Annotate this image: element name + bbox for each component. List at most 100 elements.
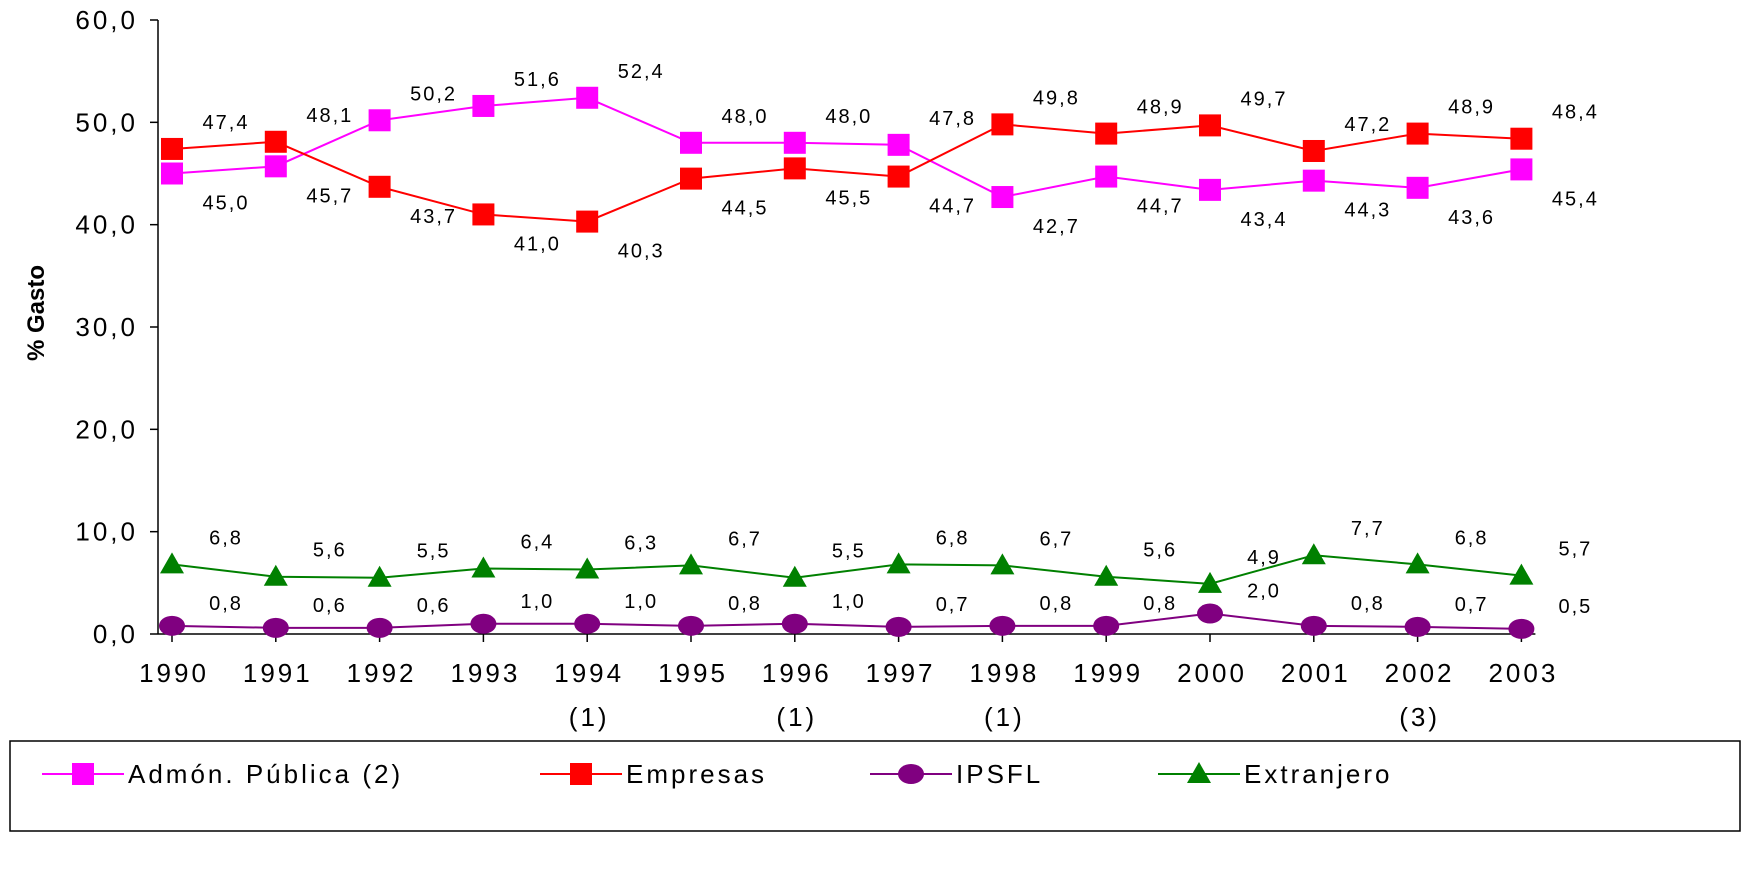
data-point xyxy=(991,186,1014,209)
data-point xyxy=(263,564,288,586)
data-label: 6,8 xyxy=(936,527,970,549)
x-tick-label: 1993 xyxy=(450,658,520,688)
data-point xyxy=(264,155,287,178)
data-point xyxy=(1406,176,1429,199)
data-point xyxy=(781,613,808,634)
data-label: 45,0 xyxy=(203,193,250,215)
data-label: 7,7 xyxy=(1351,518,1385,540)
data-point xyxy=(1404,616,1431,637)
data-point xyxy=(1510,158,1533,181)
legend-marker xyxy=(1187,762,1211,783)
data-point xyxy=(1300,615,1327,636)
series-1 xyxy=(161,113,1533,233)
data-point xyxy=(262,617,289,638)
x-tick-note: (1) xyxy=(984,702,1025,732)
x-tick-label: 1996 xyxy=(762,658,832,688)
y-tick-label: 20,0 xyxy=(75,414,138,444)
data-point xyxy=(1302,139,1325,162)
data-label: 6,8 xyxy=(1455,527,1489,549)
data-label: 43,7 xyxy=(410,206,457,228)
legend-marker xyxy=(898,764,924,784)
data-label: 5,5 xyxy=(832,541,866,563)
data-label: 5,7 xyxy=(1558,539,1592,561)
data-point xyxy=(1508,618,1535,639)
legend-item-0: Admón. Pública (2) xyxy=(42,759,400,789)
data-point xyxy=(783,131,806,154)
legend-item-1: Empresas xyxy=(540,759,767,789)
data-label: 43,6 xyxy=(1448,207,1495,229)
data-label: 49,7 xyxy=(1241,88,1288,110)
data-label: 43,4 xyxy=(1241,209,1288,231)
x-tick-label: 1995 xyxy=(658,658,728,688)
data-label: 48,4 xyxy=(1552,102,1599,124)
data-label: 0,6 xyxy=(313,595,347,617)
data-point xyxy=(576,210,599,233)
data-label: 49,8 xyxy=(1033,87,1080,109)
x-tick-label: 1990 xyxy=(139,658,209,688)
data-point xyxy=(1510,127,1533,150)
data-point xyxy=(368,175,391,198)
data-label: 0,8 xyxy=(1351,593,1385,615)
data-label: 40,3 xyxy=(618,241,665,263)
data-point xyxy=(1406,122,1429,145)
data-labels: 47,4 45,0 6,8 0,8 48,1 45,7 5,6 0,6 50,2 43,7 5,5 0… xyxy=(203,61,1599,618)
x-tick-note: (1) xyxy=(776,702,817,732)
data-label: 44,5 xyxy=(722,198,769,220)
y-tick-label: 60,0 xyxy=(75,5,138,35)
data-point xyxy=(1199,178,1221,201)
data-label: 45,5 xyxy=(825,187,872,209)
data-label: 0,5 xyxy=(1558,596,1592,618)
data-point xyxy=(1094,564,1119,586)
legend: Admón. Pública (2) Empresas IPSFL Extranjer… xyxy=(9,740,1741,832)
data-point xyxy=(1093,615,1120,636)
data-point xyxy=(472,94,495,117)
data-label: 45,4 xyxy=(1552,188,1599,210)
series-line xyxy=(171,554,1522,585)
series-group xyxy=(159,86,1535,639)
y-axis-title: % Gasto xyxy=(23,265,50,361)
x-tick-label: 2003 xyxy=(1488,658,1558,688)
data-point xyxy=(989,615,1016,636)
data-label: 6,3 xyxy=(624,533,658,555)
data-point xyxy=(159,615,185,636)
data-point xyxy=(366,617,393,638)
data-point xyxy=(1095,165,1118,188)
data-point xyxy=(990,553,1015,575)
data-label: 5,6 xyxy=(313,540,347,562)
data-label: 48,0 xyxy=(722,106,769,128)
legend-label: Empresas xyxy=(626,759,767,789)
data-label: 48,9 xyxy=(1137,97,1184,119)
data-point xyxy=(470,613,497,634)
legend-marker xyxy=(72,763,94,785)
data-point xyxy=(471,556,496,578)
data-label: 50,2 xyxy=(410,83,457,105)
data-label: 0,8 xyxy=(209,593,243,615)
y-tick-label: 50,0 xyxy=(75,107,138,137)
data-point xyxy=(1302,169,1325,192)
x-tick-note: (3) xyxy=(1399,702,1440,732)
data-label: 6,8 xyxy=(209,527,243,549)
data-label: 6,7 xyxy=(728,528,762,550)
data-label: 44,3 xyxy=(1344,200,1391,222)
data-point xyxy=(1509,563,1534,585)
data-point xyxy=(678,615,704,636)
data-label: 1,0 xyxy=(520,591,554,613)
series-2 xyxy=(159,603,1535,639)
data-label: 0,7 xyxy=(936,594,970,616)
data-label: 51,6 xyxy=(514,69,561,91)
y-tick-label: 0,0 xyxy=(93,619,138,649)
data-point xyxy=(575,557,600,579)
series-line xyxy=(171,612,1522,630)
data-point xyxy=(991,113,1014,136)
series-0 xyxy=(161,86,1533,209)
data-point xyxy=(574,613,601,634)
legend-label: IPSFL xyxy=(956,759,1043,789)
data-label: 41,0 xyxy=(514,233,561,255)
y-tick-label: 30,0 xyxy=(75,312,138,342)
data-label: 2,0 xyxy=(1247,581,1281,603)
data-label: 47,2 xyxy=(1344,114,1391,136)
data-point xyxy=(368,109,391,132)
data-label: 4,9 xyxy=(1247,547,1281,569)
data-label: 47,8 xyxy=(929,108,976,130)
